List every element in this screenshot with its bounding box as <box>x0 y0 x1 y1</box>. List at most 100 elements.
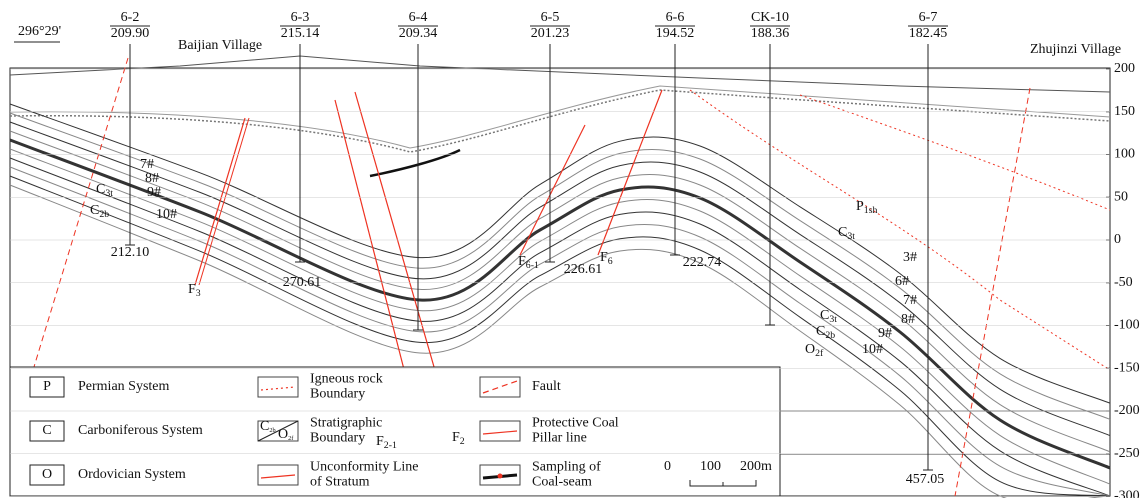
surface <box>10 56 1110 92</box>
borehole-depth: 222.74 <box>683 255 722 270</box>
borehole-name: 6-2 <box>121 10 140 25</box>
tick-label: 150 <box>1114 104 1135 119</box>
fault-label-main: F <box>452 430 460 445</box>
stratum-label-main: 3# <box>903 250 917 265</box>
fault-label-main: F <box>376 434 384 449</box>
borehole-collar: 215.14 <box>281 26 320 41</box>
stratum-label: 7# <box>140 157 154 172</box>
stratum-label: 8# <box>145 171 159 186</box>
legend-label: of Stratum <box>310 475 370 490</box>
pillar-line <box>955 88 1030 496</box>
stratum-label-main: O <box>805 342 815 357</box>
borehole-name: 6-6 <box>666 10 685 25</box>
stratum-label-sub: 2b <box>99 209 109 220</box>
village: Baijian Village <box>178 38 262 53</box>
borehole-name: 6-7 <box>919 10 938 25</box>
stratum-label-sub: 3t <box>829 314 837 325</box>
stratum-label-main: 9# <box>147 185 161 200</box>
fault-label-main: F <box>600 250 608 265</box>
stratum-label-main: 6# <box>895 274 909 289</box>
borehole-collar: 194.52 <box>656 26 695 41</box>
legend-symbol-text-main: O <box>278 427 288 442</box>
cross-section: PPermian SystemCCarboniferous SystemOOrd… <box>0 0 1146 498</box>
stratum-label: P1sh <box>856 199 878 216</box>
fault-label-sub: 6-1 <box>526 260 539 271</box>
borehole-depth: 212.10 <box>111 245 150 260</box>
stratum-label-main: C <box>820 308 829 323</box>
stratum-label: C3t <box>96 182 113 199</box>
stratum-label-main: 7# <box>140 157 154 172</box>
legend-symbol-text-main: C <box>260 419 269 434</box>
igneous-boundary <box>800 95 1110 210</box>
borehole-name: CK-10 <box>751 10 789 25</box>
legend-label: Pillar line <box>532 431 587 446</box>
scale-label: 0 <box>664 459 671 474</box>
stratum-label: 10# <box>156 207 177 222</box>
stratum-label-main: C <box>816 324 825 339</box>
tick-label: 50 <box>1114 189 1128 204</box>
legend-symbol <box>480 377 520 397</box>
fault <box>520 125 585 255</box>
legend-label: Carboniferous System <box>78 423 203 438</box>
legend-label: Sampling of <box>532 460 601 475</box>
pillar-line <box>30 58 128 380</box>
stratum-label: O2f <box>805 342 824 359</box>
tick-label: -300 <box>1114 489 1140 498</box>
stratum-label-main: 8# <box>901 312 915 327</box>
tick-label: -150 <box>1114 360 1140 375</box>
stratum-label-main: 10# <box>156 207 177 222</box>
stratum-label-main: 7# <box>903 293 917 308</box>
fault-label-sub: 3 <box>196 288 201 299</box>
tick-label: 0 <box>1114 232 1121 247</box>
stratum-label-main: 9# <box>878 326 892 341</box>
stratum-label: C3t <box>838 225 855 242</box>
scale-label: 200m <box>740 459 772 474</box>
stratum-label: 3# <box>903 250 917 265</box>
borehole-name: 6-4 <box>409 10 428 25</box>
stratum-label: 6# <box>895 274 909 289</box>
stratum-label-sub: 2f <box>815 348 824 359</box>
tick-label: 100 <box>1114 147 1135 162</box>
fault-label: F6-1 <box>518 254 539 271</box>
legend-symbol-text-sub: 2f <box>288 435 294 442</box>
fault-label-sub: 6 <box>608 256 613 267</box>
legend-label: Ordovician System <box>78 467 186 482</box>
stratum-label: 9# <box>147 185 161 200</box>
stratum-label: 7# <box>903 293 917 308</box>
legend-label: Unconformity Line <box>310 460 418 475</box>
borehole-collar: 209.34 <box>399 26 438 41</box>
borehole-name: 6-5 <box>541 10 560 25</box>
borehole-collar: 188.36 <box>751 26 790 41</box>
legend-label: Boundary <box>310 431 365 446</box>
borehole-collar: 182.45 <box>909 26 948 41</box>
stratum-label: 10# <box>862 342 883 357</box>
stratum-label-sub: 3t <box>105 188 113 199</box>
borehole-collar: 209.90 <box>111 26 150 41</box>
legend-symbol-text: C <box>42 423 51 438</box>
stratum-label-sub: 2b <box>825 330 835 341</box>
legend-label: Stratigraphic <box>310 416 382 431</box>
legend-label: Igneous rock <box>310 372 383 387</box>
legend-dot <box>498 474 503 479</box>
stratum-label-main: 10# <box>862 342 883 357</box>
unconformity <box>10 90 1110 152</box>
fault-label-sub: 2-1 <box>384 440 397 451</box>
legend-symbol-text: P <box>43 379 51 394</box>
stratum-label-sub: 1sh <box>864 205 878 216</box>
stratum-label-main: C <box>96 182 105 197</box>
stratum-label-main: P <box>856 199 864 214</box>
azimuth: 296°29' <box>18 24 61 39</box>
fault-label-sub: 2 <box>460 436 465 447</box>
legend-label: Protective Coal <box>532 416 619 431</box>
fault-label-main: F <box>188 282 196 297</box>
tick-label: -50 <box>1114 275 1133 290</box>
stratum-label-main: 8# <box>145 171 159 186</box>
coal-seam <box>370 150 460 176</box>
borehole-depth: 270.61 <box>283 275 322 290</box>
unconformity <box>10 86 1110 148</box>
stratum-label: C2b <box>90 203 109 220</box>
stratum-label-main: C <box>838 225 847 240</box>
village: Zhujinzi Village <box>1030 42 1121 57</box>
stratum-label: 8# <box>901 312 915 327</box>
tick-label: -100 <box>1114 318 1140 333</box>
